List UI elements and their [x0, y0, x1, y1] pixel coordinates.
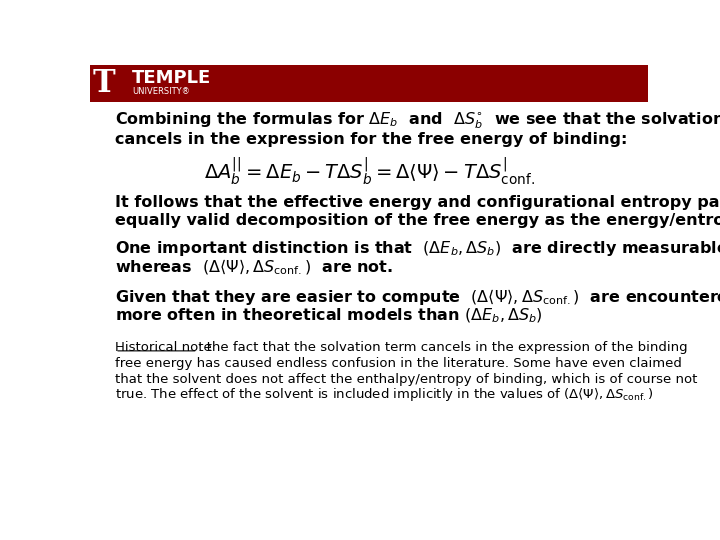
- Text: cancels in the expression for the free energy of binding:: cancels in the expression for the free e…: [115, 132, 628, 147]
- Text: One important distinction is that  $(\Delta E_{b}, \Delta S_{b})$  are directly : One important distinction is that $(\Del…: [115, 239, 720, 258]
- Text: Combining the formulas for $\Delta E_{b}$  and  $\Delta S_{b}^{\circ}$  we see t: Combining the formulas for $\Delta E_{b}…: [115, 111, 720, 131]
- Text: whereas  $(\Delta\langle\Psi\rangle, \Delta S_{\mathrm{conf.}})$  are not.: whereas $(\Delta\langle\Psi\rangle, \Del…: [115, 257, 393, 276]
- FancyBboxPatch shape: [90, 65, 648, 102]
- Text: TEMPLE: TEMPLE: [132, 69, 211, 87]
- Text: : the fact that the solvation term cancels in the expression of the binding: : the fact that the solvation term cance…: [198, 341, 688, 354]
- Text: Given that they are easier to compute  $(\Delta\langle\Psi\rangle, \Delta S_{\ma: Given that they are easier to compute $(…: [115, 287, 720, 307]
- Text: T: T: [93, 68, 115, 99]
- Text: $\Delta A_{b}^{||}= \Delta E_{b} - T\Delta S_{b}^{|}= \Delta\langle\Psi\rangle -: $\Delta A_{b}^{||}= \Delta E_{b} - T\Del…: [204, 155, 534, 187]
- Text: It follows that the effective energy and configurational entropy pair is an: It follows that the effective energy and…: [115, 194, 720, 210]
- Text: equally valid decomposition of the free energy as the energy/entropy pair.: equally valid decomposition of the free …: [115, 213, 720, 228]
- Text: free energy has caused endless confusion in the literature. Some have even claim: free energy has caused endless confusion…: [115, 357, 682, 370]
- Text: more often in theoretical models than $(\Delta E_{b}, \Delta S_{b})$: more often in theoretical models than $(…: [115, 306, 543, 325]
- Text: Historical note: Historical note: [115, 341, 212, 354]
- Text: that the solvent does not affect the enthalpy/entropy of binding, which is of co: that the solvent does not affect the ent…: [115, 373, 698, 386]
- Text: UNIVERSITY®: UNIVERSITY®: [132, 87, 190, 96]
- Text: true. The effect of the solvent is included implicitly in the values of $(\Delta: true. The effect of the solvent is inclu…: [115, 387, 654, 403]
